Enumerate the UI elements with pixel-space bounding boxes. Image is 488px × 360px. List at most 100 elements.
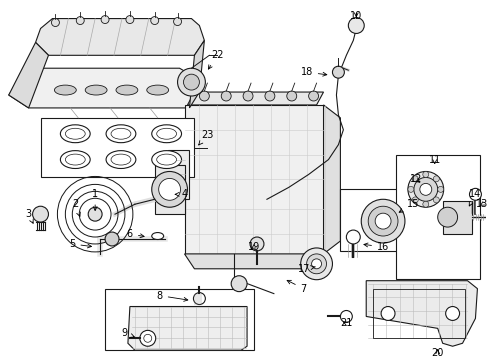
Circle shape <box>231 276 246 292</box>
Text: 13: 13 <box>475 199 488 209</box>
Circle shape <box>411 176 417 182</box>
Circle shape <box>306 254 326 274</box>
Circle shape <box>140 330 155 346</box>
Polygon shape <box>184 105 323 254</box>
Polygon shape <box>442 201 471 234</box>
Ellipse shape <box>111 154 131 165</box>
Polygon shape <box>167 150 189 199</box>
Circle shape <box>221 91 231 101</box>
Circle shape <box>346 230 360 244</box>
Circle shape <box>88 207 102 221</box>
Text: 22: 22 <box>208 50 223 69</box>
Circle shape <box>407 186 413 192</box>
Text: 3: 3 <box>25 209 33 223</box>
Circle shape <box>177 68 205 96</box>
Text: 20: 20 <box>430 348 443 358</box>
Polygon shape <box>9 68 199 108</box>
Text: 9: 9 <box>122 328 134 338</box>
Circle shape <box>468 188 480 200</box>
Circle shape <box>300 248 332 280</box>
Ellipse shape <box>146 85 168 95</box>
Circle shape <box>249 237 264 251</box>
Text: 17: 17 <box>297 264 315 274</box>
Circle shape <box>264 91 274 101</box>
Text: 15: 15 <box>398 199 418 212</box>
Circle shape <box>445 306 459 320</box>
Polygon shape <box>154 165 184 214</box>
Bar <box>105 289 253 350</box>
Circle shape <box>380 306 394 320</box>
Polygon shape <box>187 92 323 105</box>
Circle shape <box>193 293 205 305</box>
Circle shape <box>332 66 344 78</box>
Ellipse shape <box>111 128 131 139</box>
Text: 11: 11 <box>427 154 440 165</box>
Ellipse shape <box>116 85 138 95</box>
Ellipse shape <box>85 85 107 95</box>
Circle shape <box>159 179 180 200</box>
Bar <box>340 189 407 251</box>
Ellipse shape <box>151 150 181 168</box>
Circle shape <box>243 91 252 101</box>
Ellipse shape <box>65 154 85 165</box>
Ellipse shape <box>54 85 76 95</box>
Text: 5: 5 <box>69 239 91 249</box>
Circle shape <box>437 186 443 192</box>
Text: 23: 23 <box>198 130 213 145</box>
Circle shape <box>150 17 159 24</box>
Circle shape <box>361 199 404 243</box>
Polygon shape <box>323 105 340 254</box>
Circle shape <box>419 183 431 195</box>
Circle shape <box>76 17 84 24</box>
Text: 10: 10 <box>349 10 362 21</box>
Circle shape <box>437 207 457 227</box>
Text: 14: 14 <box>468 189 481 206</box>
Circle shape <box>311 259 321 269</box>
Polygon shape <box>189 40 204 108</box>
Circle shape <box>308 91 318 101</box>
Circle shape <box>173 18 181 26</box>
Ellipse shape <box>156 128 176 139</box>
Text: 1: 1 <box>92 189 98 211</box>
Polygon shape <box>36 19 204 55</box>
Circle shape <box>126 15 134 23</box>
Ellipse shape <box>106 150 136 168</box>
Polygon shape <box>366 281 476 346</box>
Circle shape <box>411 197 417 203</box>
Circle shape <box>51 19 59 27</box>
Circle shape <box>183 74 199 90</box>
Ellipse shape <box>151 125 181 143</box>
Ellipse shape <box>106 125 136 143</box>
Circle shape <box>347 18 364 33</box>
Circle shape <box>340 310 351 323</box>
Circle shape <box>374 213 390 229</box>
Text: 2: 2 <box>72 199 80 216</box>
Circle shape <box>422 171 428 177</box>
Text: 4: 4 <box>175 189 187 199</box>
Circle shape <box>407 171 443 207</box>
Text: 16: 16 <box>363 242 388 252</box>
Text: 12: 12 <box>409 175 421 184</box>
Text: 19: 19 <box>247 242 260 252</box>
Text: 18: 18 <box>300 67 326 77</box>
Bar <box>41 118 194 177</box>
Polygon shape <box>128 306 246 350</box>
Ellipse shape <box>156 154 176 165</box>
Bar <box>372 289 464 338</box>
Text: 7: 7 <box>286 280 306 294</box>
Circle shape <box>105 232 119 246</box>
Ellipse shape <box>60 150 90 168</box>
Text: 21: 21 <box>340 318 352 328</box>
Circle shape <box>33 206 48 222</box>
Circle shape <box>367 206 397 236</box>
Ellipse shape <box>60 125 90 143</box>
Circle shape <box>422 201 428 207</box>
Circle shape <box>151 171 187 207</box>
Bar <box>395 154 479 279</box>
Text: 8: 8 <box>156 291 187 301</box>
Circle shape <box>413 177 437 201</box>
Polygon shape <box>9 42 48 108</box>
Ellipse shape <box>151 233 163 239</box>
Ellipse shape <box>65 128 85 139</box>
Circle shape <box>286 91 296 101</box>
